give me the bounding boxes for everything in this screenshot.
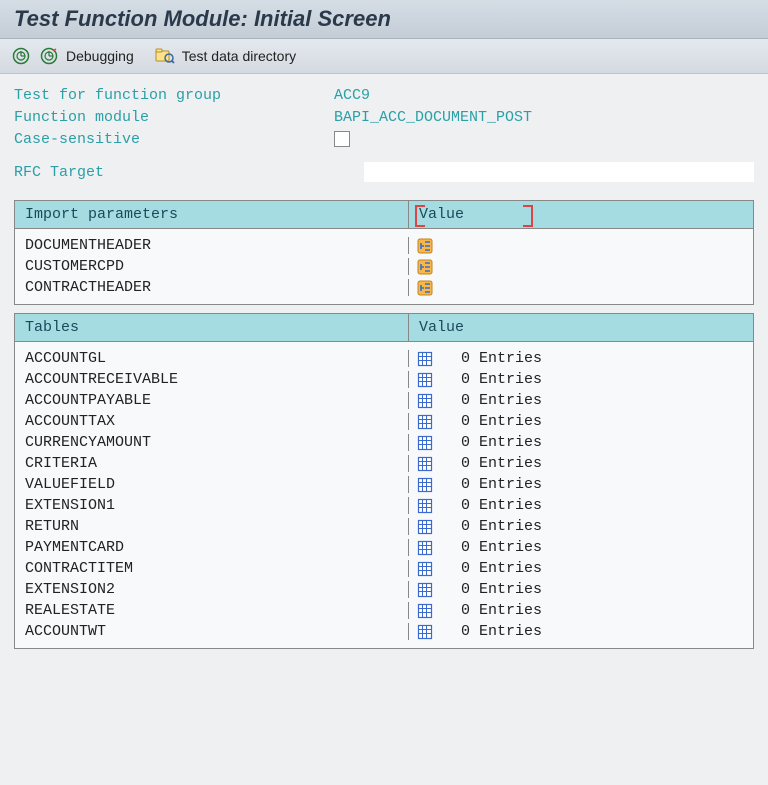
testdata-button[interactable]: Test data directory: [182, 48, 296, 64]
table-icon[interactable]: [417, 519, 433, 535]
table-icon[interactable]: [417, 414, 433, 430]
table-row: ACCOUNTPAYABLE 0 Entries: [15, 390, 753, 411]
table-row: PAYMENTCARD 0 Entries: [15, 537, 753, 558]
table-icon[interactable]: [417, 624, 433, 640]
import-row: DOCUMENTHEADER: [15, 235, 753, 256]
table-name: ACCOUNTRECEIVABLE: [15, 371, 409, 388]
import-param-name: CONTRACTHEADER: [15, 279, 409, 296]
table-name: EXTENSION1: [15, 497, 409, 514]
entries-count: 0 Entries: [443, 518, 542, 535]
rfc-target-input[interactable]: [364, 162, 754, 182]
import-header-left: Import parameters: [15, 201, 409, 228]
toolbar: Debugging Test data directory: [0, 39, 768, 74]
group-label: Test for function group: [14, 87, 334, 104]
entries-count: 0 Entries: [443, 392, 542, 409]
table-row: ACCOUNTRECEIVABLE 0 Entries: [15, 369, 753, 390]
import-section: Import parameters Value DOCUMENTHEADER CU…: [14, 200, 754, 305]
table-row: REALESTATE 0 Entries: [15, 600, 753, 621]
table-name: ACCOUNTGL: [15, 350, 409, 367]
table-row: VALUEFIELD 0 Entries: [15, 474, 753, 495]
case-sensitive-checkbox[interactable]: [334, 131, 350, 147]
table-name: CONTRACTITEM: [15, 560, 409, 577]
table-name: PAYMENTCARD: [15, 539, 409, 556]
entries-count: 0 Entries: [443, 350, 542, 367]
table-icon[interactable]: [417, 603, 433, 619]
table-name: RETURN: [15, 518, 409, 535]
module-label: Function module: [14, 109, 334, 126]
rfc-label: RFC Target: [14, 164, 364, 181]
table-row: CRITERIA 0 Entries: [15, 453, 753, 474]
structure-icon[interactable]: [417, 280, 433, 296]
import-param-name: CUSTOMERCPD: [15, 258, 409, 275]
table-row: EXTENSION1 0 Entries: [15, 495, 753, 516]
entries-count: 0 Entries: [443, 539, 542, 556]
module-value: BAPI_ACC_DOCUMENT_POST: [334, 109, 532, 126]
import-row: CONTRACTHEADER: [15, 277, 753, 298]
structure-icon[interactable]: [417, 238, 433, 254]
entries-count: 0 Entries: [443, 560, 542, 577]
form-area: Test for function group ACC9 Function mo…: [0, 74, 768, 156]
table-icon[interactable]: [417, 456, 433, 472]
structure-icon[interactable]: [417, 259, 433, 275]
table-row: CONTRACTITEM 0 Entries: [15, 558, 753, 579]
entries-count: 0 Entries: [443, 413, 542, 430]
table-row: ACCOUNTGL 0 Entries: [15, 348, 753, 369]
table-icon[interactable]: [417, 561, 433, 577]
execute-icon[interactable]: [10, 45, 32, 67]
tables-header-right: Value: [409, 314, 753, 341]
table-icon[interactable]: [417, 498, 433, 514]
table-icon[interactable]: [417, 582, 433, 598]
group-value: ACC9: [334, 87, 370, 104]
entries-count: 0 Entries: [443, 371, 542, 388]
entries-count: 0 Entries: [443, 476, 542, 493]
entries-count: 0 Entries: [443, 581, 542, 598]
table-name: ACCOUNTWT: [15, 623, 409, 640]
entries-count: 0 Entries: [443, 455, 542, 472]
folder-search-icon[interactable]: [154, 45, 176, 67]
entries-count: 0 Entries: [443, 434, 542, 451]
table-icon[interactable]: [417, 540, 433, 556]
table-row: ACCOUNTWT 0 Entries: [15, 621, 753, 642]
tables-header-left: Tables: [15, 314, 409, 341]
table-icon[interactable]: [417, 477, 433, 493]
table-name: ACCOUNTPAYABLE: [15, 392, 409, 409]
import-header-right: Value: [409, 201, 753, 228]
table-name: REALESTATE: [15, 602, 409, 619]
debugging-button[interactable]: Debugging: [66, 48, 134, 64]
table-icon[interactable]: [417, 372, 433, 388]
import-param-name: DOCUMENTHEADER: [15, 237, 409, 254]
table-name: ACCOUNTTAX: [15, 413, 409, 430]
table-row: EXTENSION2 0 Entries: [15, 579, 753, 600]
table-row: ACCOUNTTAX 0 Entries: [15, 411, 753, 432]
title-bar: Test Function Module: Initial Screen: [0, 0, 768, 39]
page-title: Test Function Module: Initial Screen: [14, 6, 391, 31]
table-icon[interactable]: [417, 393, 433, 409]
debug-icon[interactable]: [38, 45, 60, 67]
table-row: CURRENCYAMOUNT 0 Entries: [15, 432, 753, 453]
table-name: VALUEFIELD: [15, 476, 409, 493]
table-name: CURRENCYAMOUNT: [15, 434, 409, 451]
table-icon[interactable]: [417, 351, 433, 367]
case-label: Case-sensitive: [14, 131, 334, 148]
tables-section: Tables Value ACCOUNTGL 0 EntriesACCOUNTR…: [14, 313, 754, 649]
table-name: EXTENSION2: [15, 581, 409, 598]
entries-count: 0 Entries: [443, 602, 542, 619]
entries-count: 0 Entries: [443, 497, 542, 514]
table-row: RETURN 0 Entries: [15, 516, 753, 537]
table-icon[interactable]: [417, 435, 433, 451]
entries-count: 0 Entries: [443, 623, 542, 640]
import-row: CUSTOMERCPD: [15, 256, 753, 277]
table-name: CRITERIA: [15, 455, 409, 472]
